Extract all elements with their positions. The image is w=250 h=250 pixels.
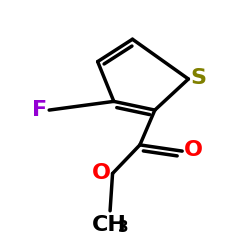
Text: O: O — [184, 140, 203, 160]
Text: F: F — [32, 100, 47, 119]
Text: S: S — [191, 68, 207, 88]
Text: 3: 3 — [118, 220, 128, 235]
Text: CH: CH — [92, 215, 126, 235]
Text: O: O — [92, 163, 111, 183]
